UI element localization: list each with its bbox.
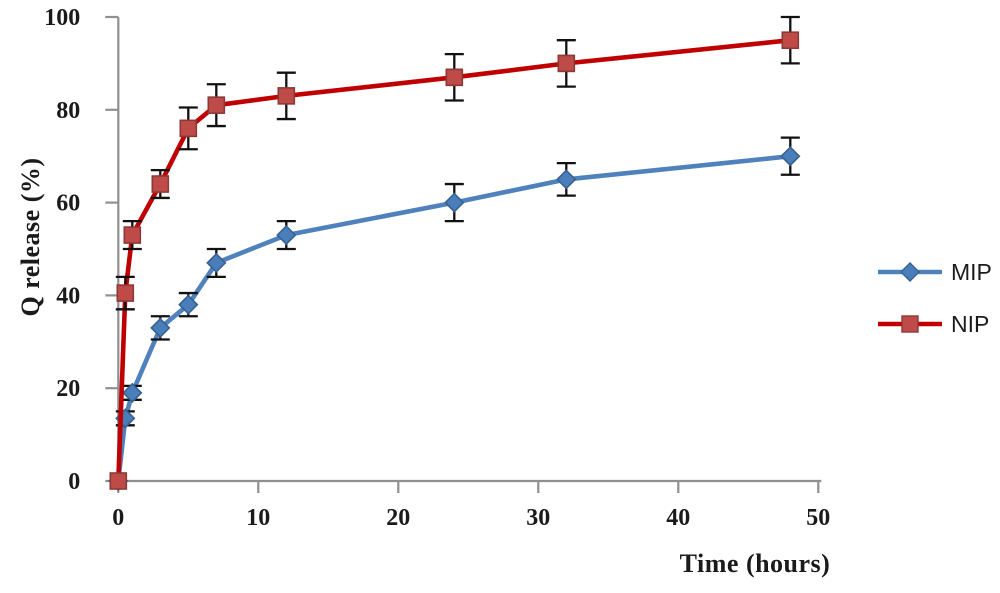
marker-mip	[444, 192, 465, 213]
x-tick-label: 0	[112, 505, 124, 531]
marker-nip	[116, 284, 135, 302]
marker-mip	[276, 224, 297, 246]
x-axis-title: Time (hours)	[679, 549, 831, 578]
y-tick-label: 100	[44, 5, 80, 31]
marker-nip	[109, 472, 128, 490]
legend-label-mip: MIP	[951, 258, 992, 285]
marker-mip	[206, 252, 227, 274]
series-line-nip	[116, 37, 793, 484]
marker-nip	[277, 87, 296, 105]
x-tick-label: 20	[386, 505, 410, 531]
marker-mip	[556, 169, 577, 190]
marker-nip	[151, 175, 170, 193]
legend-item-nip: NIP	[877, 312, 992, 336]
y-tick-label: 60	[56, 191, 80, 217]
marker-nip	[557, 54, 576, 73]
x-tick-label: 50	[806, 505, 830, 531]
marker-mip	[780, 146, 801, 167]
y-axis-title: Q release (%)	[16, 157, 45, 317]
marker-nip	[179, 119, 198, 138]
marker-nip	[207, 96, 226, 114]
series-line-mip	[116, 153, 793, 484]
marker-mip	[178, 294, 199, 315]
x-tick-label: 10	[246, 505, 270, 531]
marker-nip	[445, 68, 464, 87]
marker-nip	[781, 31, 800, 50]
legend-swatch-part	[900, 262, 920, 282]
marker-nip	[123, 226, 142, 244]
y-tick-label: 80	[56, 98, 80, 124]
legend-label-nip: NIP	[951, 310, 990, 337]
x-tick-label: 30	[526, 505, 550, 531]
square-marker-icon	[878, 315, 942, 333]
legend: MIP NIP	[877, 260, 992, 364]
diamond-marker-icon	[878, 262, 942, 282]
y-tick-label: 0	[68, 469, 80, 495]
y-tick-label: 20	[56, 376, 80, 402]
y-tick-label: 40	[56, 283, 80, 309]
legend-swatch-part	[901, 315, 919, 333]
marker-mip	[150, 317, 171, 339]
legend-item-mip: MIP	[877, 260, 992, 284]
x-tick-label: 40	[666, 505, 690, 531]
marker-mip	[122, 382, 143, 403]
